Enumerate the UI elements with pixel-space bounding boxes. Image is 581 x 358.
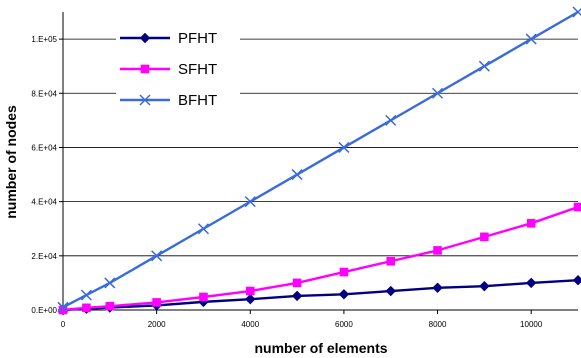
y-tick-label: 2.E+04 xyxy=(31,252,57,261)
data-point-sfht xyxy=(82,303,91,313)
data-point-sfht xyxy=(199,292,208,302)
data-point-pfht xyxy=(338,289,350,300)
series-sfht xyxy=(58,202,581,315)
marker-stroke xyxy=(478,60,490,72)
y-tick-label: 6.E+04 xyxy=(31,143,57,152)
series-line-pfht xyxy=(62,279,579,312)
legend-entry-bg xyxy=(116,90,240,110)
data-point-bfht xyxy=(80,289,92,301)
data-point-pfht xyxy=(245,293,256,305)
data-point-bfht xyxy=(244,196,256,208)
marker-stroke xyxy=(572,7,581,18)
x-tick-label: 0 xyxy=(61,320,66,329)
data-point-bfht xyxy=(197,223,209,235)
marker-stroke xyxy=(291,169,303,181)
y-tick-label: 1.E+05 xyxy=(31,35,57,44)
legend: PFHT SFHT BFHT xyxy=(116,28,240,110)
x-tick-label: 8000 xyxy=(429,320,447,329)
marker-stroke xyxy=(432,87,444,99)
y-tick-label: 8.E+04 xyxy=(31,89,57,98)
legend-label-pfht: PFHT xyxy=(178,30,217,47)
marker-stroke xyxy=(244,196,256,208)
marker-stroke xyxy=(197,223,209,235)
series-layer xyxy=(57,6,581,316)
x-tick-label: 10000 xyxy=(520,320,543,329)
data-point-sfht xyxy=(105,301,115,311)
data-point-sfht xyxy=(386,256,396,266)
data-point-bfht xyxy=(151,250,163,262)
legend-label-sfht: SFHT xyxy=(178,61,217,78)
y-tick-label: 0.E+00 xyxy=(31,306,57,315)
y-axis-title: number of nodes xyxy=(3,105,19,219)
data-point-sfht xyxy=(480,232,489,242)
data-point-bfht xyxy=(338,141,350,153)
data-point-bfht xyxy=(57,301,69,313)
data-point-bfht xyxy=(104,277,116,289)
y-tick-label: 4.E+04 xyxy=(31,198,57,207)
data-point-bfht xyxy=(478,60,490,72)
marker-stroke xyxy=(57,301,69,313)
data-point-bfht xyxy=(525,33,537,45)
legend-marker-sfht xyxy=(140,64,150,74)
marker-stroke xyxy=(151,250,163,262)
marker-stroke xyxy=(385,114,397,126)
legend-entry-bfht: BFHT xyxy=(116,90,240,110)
series-line-bfht xyxy=(62,10,579,309)
legend-entry-bg xyxy=(116,59,240,79)
x-axis-title: number of elements xyxy=(254,340,387,356)
marker-stroke xyxy=(525,33,537,45)
data-point-pfht xyxy=(479,280,490,292)
data-point-sfht xyxy=(526,219,536,228)
legend-entry-bg xyxy=(116,28,240,48)
data-point-sfht xyxy=(292,278,302,288)
x-tick-label: 6000 xyxy=(335,320,353,329)
data-point-pfht xyxy=(291,290,303,302)
marker-stroke xyxy=(338,141,350,153)
marker-stroke xyxy=(80,289,92,301)
data-point-pfht xyxy=(385,285,396,297)
data-point-pfht xyxy=(432,282,443,293)
tick-labels: 0.E+00 2.E+04 4.E+04 6.E+04 8.E+04 1.E+05 0 200… xyxy=(31,35,542,329)
data-point-sfht xyxy=(573,202,581,212)
data-point-bfht xyxy=(572,6,581,18)
legend-entry-sfht: SFHT xyxy=(116,59,240,79)
data-point-sfht xyxy=(433,246,442,255)
data-point-pfht xyxy=(525,277,537,289)
data-point-pfht xyxy=(572,274,581,286)
x-tick-label: 2000 xyxy=(148,320,166,329)
data-point-bfht xyxy=(291,169,303,181)
legend-marker-bfht xyxy=(139,94,151,106)
series-pfht xyxy=(57,274,581,316)
x-tick-label: 4000 xyxy=(241,320,259,329)
series-bfht xyxy=(57,6,581,313)
marker-stroke xyxy=(104,277,116,289)
marker-stroke xyxy=(139,94,151,106)
data-point-sfht xyxy=(245,286,255,296)
data-point-bfht xyxy=(385,114,397,126)
data-point-sfht xyxy=(152,298,161,307)
data-point-sfht xyxy=(339,267,349,277)
legend-label-bfht: BFHT xyxy=(178,92,217,109)
legend-entry-pfht: PFHT xyxy=(116,28,240,48)
data-point-bfht xyxy=(432,87,444,99)
legend-marker-pfht xyxy=(139,32,151,44)
